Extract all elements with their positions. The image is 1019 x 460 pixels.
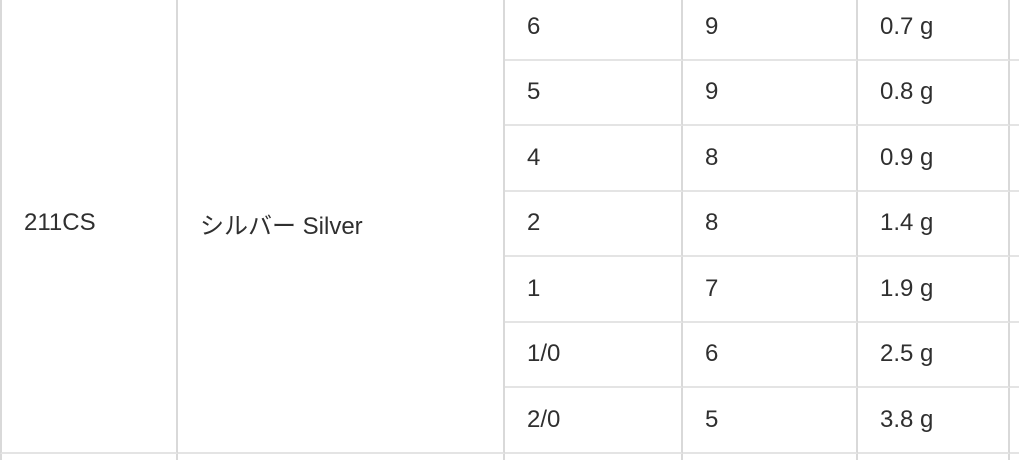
clipped-column-cell <box>1010 191 1019 257</box>
color-label: シルバー Silver <box>200 212 363 240</box>
weight-cell: 2.5 g <box>858 322 1010 388</box>
size-value: 4 <box>527 143 541 171</box>
quantity-value: 8 <box>705 209 719 237</box>
quantity-cell: 9 <box>683 0 858 61</box>
weight-cell: 1.4 g <box>858 191 1010 257</box>
clipped-column-cell <box>1010 60 1019 126</box>
model-cell: 211CS <box>0 0 178 454</box>
size-cell: 2 <box>505 191 683 257</box>
weight-value: 1.9 g <box>880 274 934 302</box>
next-row-quantity-cell <box>683 453 858 460</box>
weight-cell: 0.7 g <box>858 0 1010 61</box>
size-value: 5 <box>527 78 541 106</box>
size-cell: 1 <box>505 257 683 323</box>
next-row-size-cell <box>505 453 683 460</box>
quantity-value: 9 <box>705 78 719 106</box>
quantity-value: 8 <box>705 143 719 171</box>
quantity-value: 7 <box>705 274 719 302</box>
quantity-cell: 8 <box>683 191 858 257</box>
clipped-column-cell <box>1010 126 1019 192</box>
quantity-value: 6 <box>705 340 719 368</box>
clipped-column-cell <box>1010 257 1019 323</box>
weight-value: 2.5 g <box>880 340 934 368</box>
clipped-column-cell <box>1010 322 1019 388</box>
weight-value: 0.8 g <box>880 78 934 106</box>
model-label: 211CS <box>24 209 96 237</box>
next-row-clipped-cell <box>1010 453 1019 460</box>
quantity-cell: 6 <box>683 322 858 388</box>
quantity-cell: 5 <box>683 388 858 454</box>
weight-value: 0.7 g <box>880 12 934 40</box>
size-cell: 5 <box>505 60 683 126</box>
size-cell: 4 <box>505 126 683 192</box>
weight-value: 0.9 g <box>880 143 934 171</box>
size-cell: 2/0 <box>505 388 683 454</box>
weight-value: 1.4 g <box>880 209 934 237</box>
weight-cell: 1.9 g <box>858 257 1010 323</box>
weight-cell: 3.8 g <box>858 388 1010 454</box>
size-cell: 6 <box>505 0 683 61</box>
next-row-color-cell <box>178 453 505 460</box>
quantity-value: 9 <box>705 12 719 40</box>
size-value: 1/0 <box>527 340 561 368</box>
quantity-cell: 7 <box>683 257 858 323</box>
clipped-column-cell <box>1010 0 1019 61</box>
size-cell: 1/0 <box>505 322 683 388</box>
quantity-cell: 8 <box>683 126 858 192</box>
color-cell: シルバー Silver <box>178 0 505 454</box>
quantity-cell: 9 <box>683 60 858 126</box>
next-row-model-cell <box>0 453 178 460</box>
size-value: 2 <box>527 209 541 237</box>
size-value: 2/0 <box>527 405 561 433</box>
size-value: 6 <box>527 12 541 40</box>
clipped-column-cell <box>1010 388 1019 454</box>
next-row-weight-cell <box>858 453 1010 460</box>
size-value: 1 <box>527 274 541 302</box>
quantity-value: 5 <box>705 405 719 433</box>
weight-cell: 0.9 g <box>858 126 1010 192</box>
weight-value: 3.8 g <box>880 405 934 433</box>
weight-cell: 0.8 g <box>858 60 1010 126</box>
